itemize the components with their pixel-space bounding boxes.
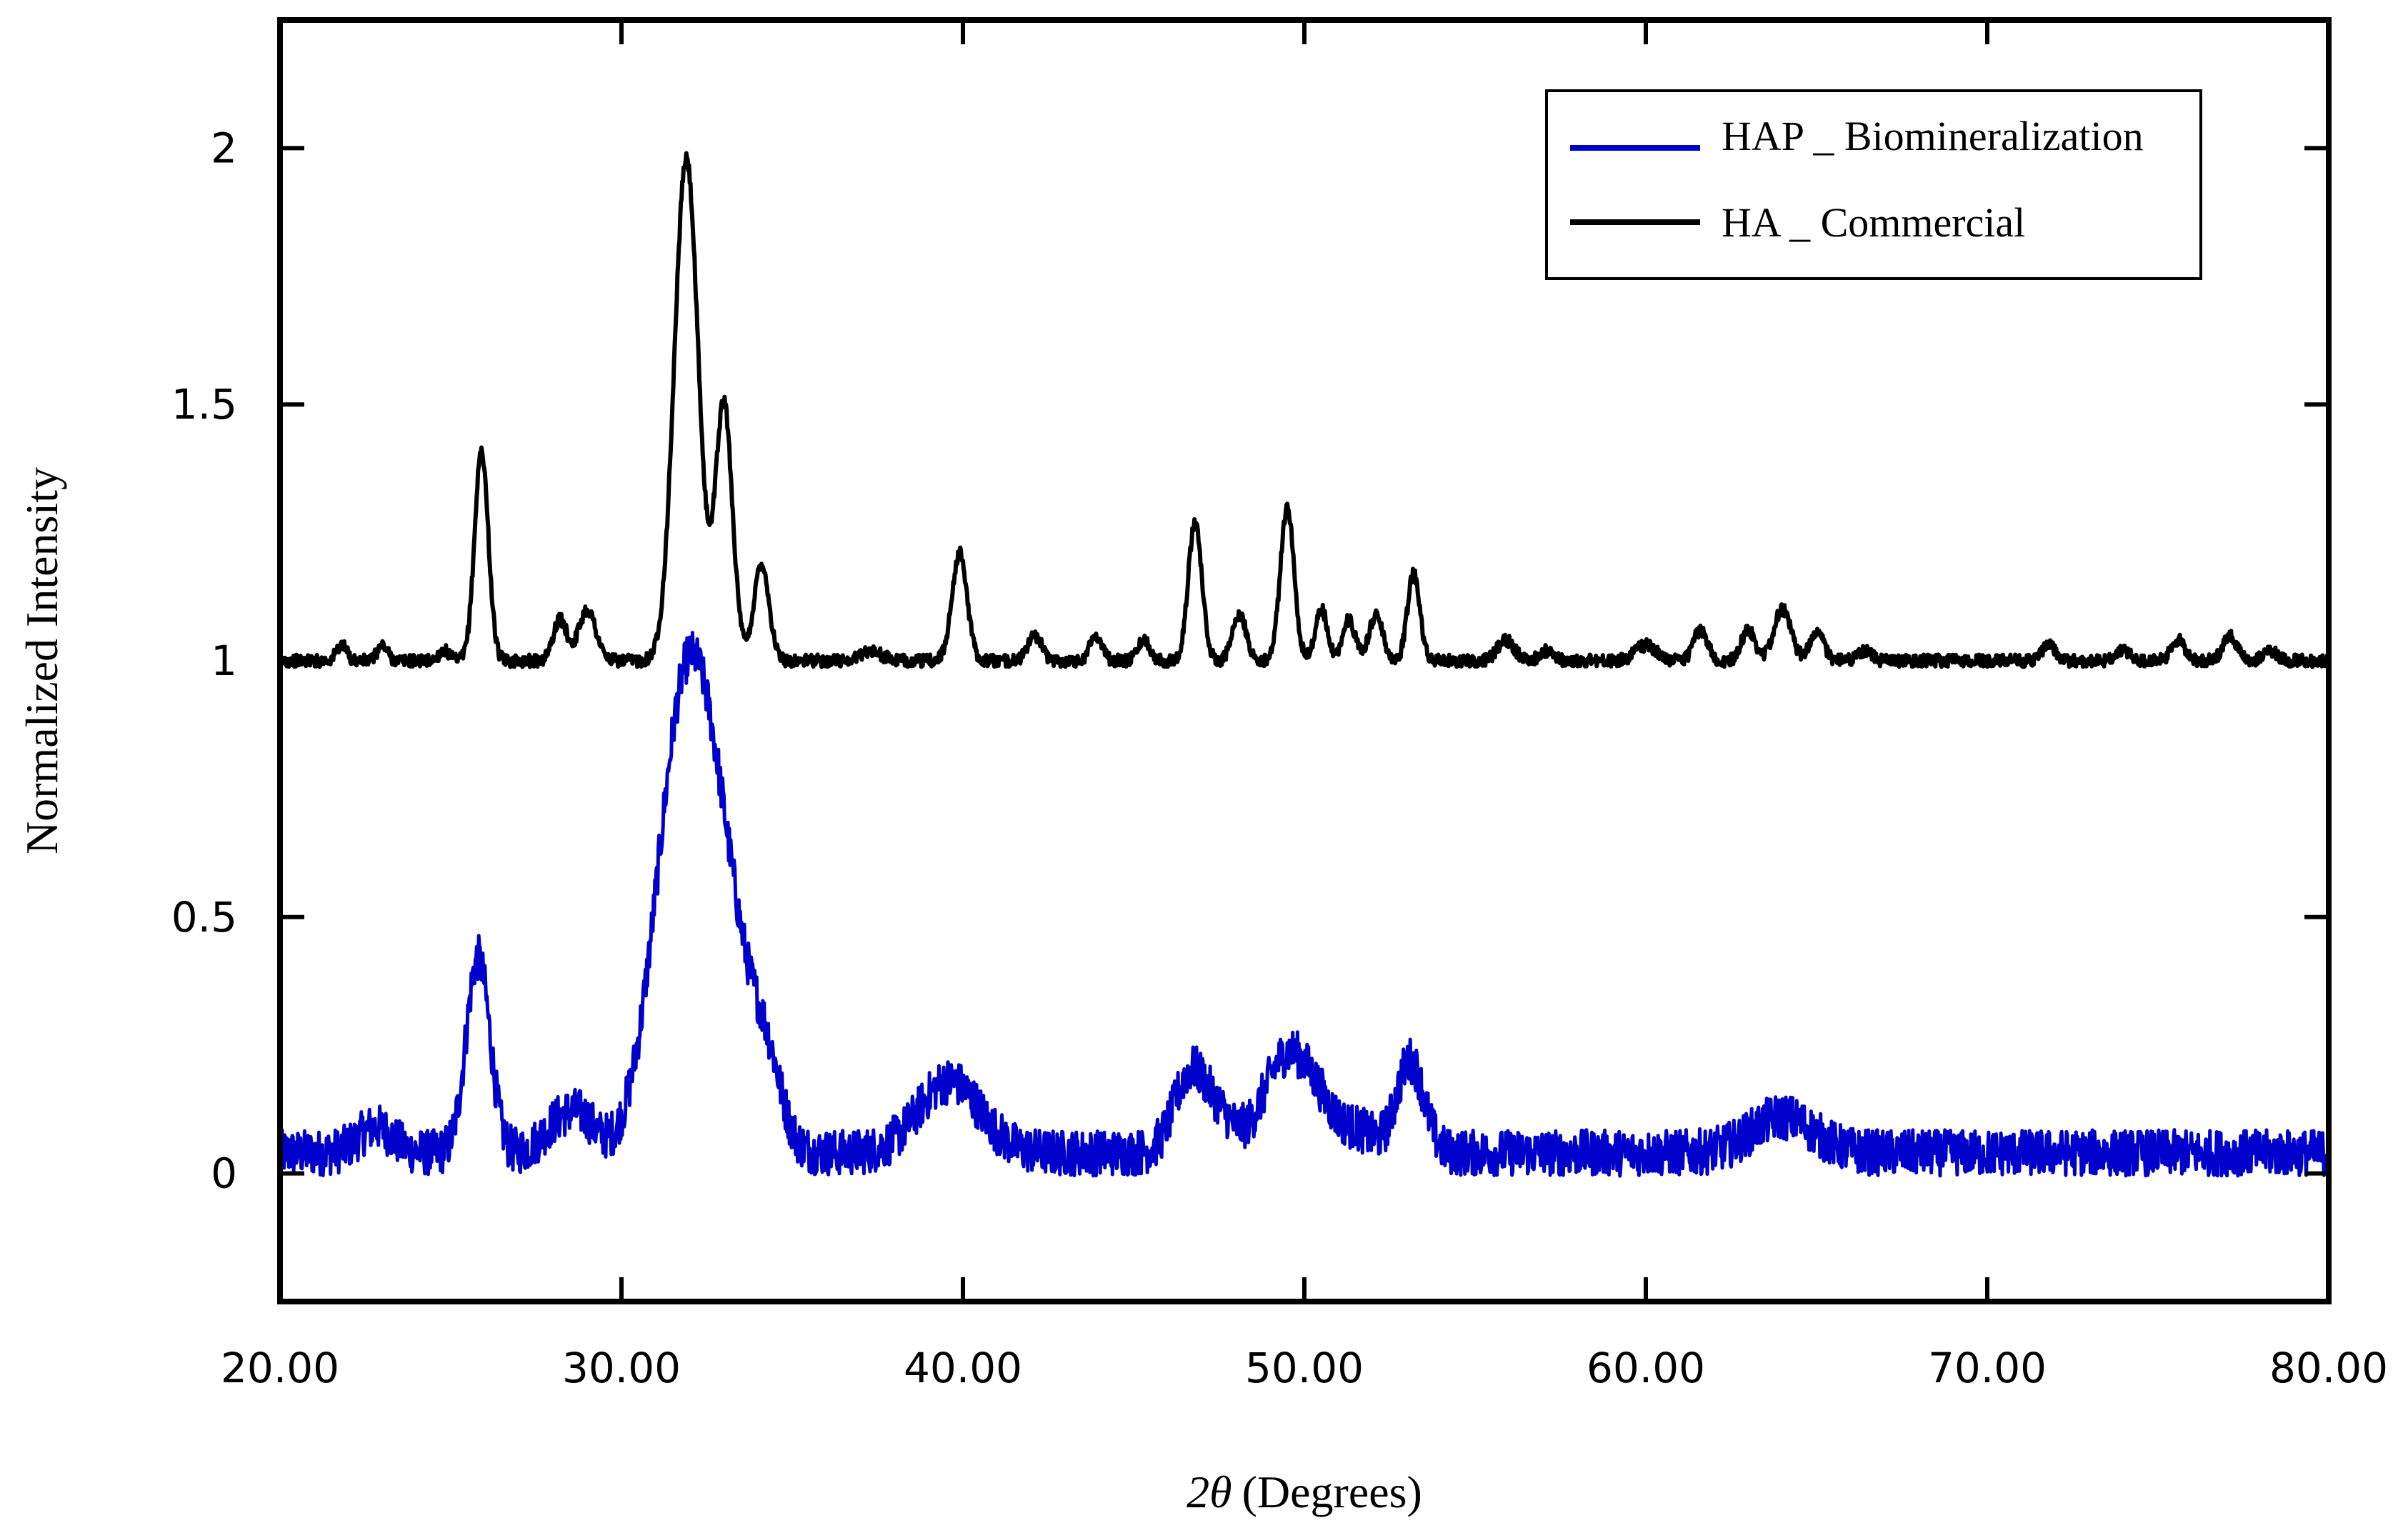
plot-frame: [277, 17, 2332, 1304]
series-line-hap-biomineralization: [280, 631, 2329, 1178]
series-line-ha-commercial: [280, 151, 2329, 669]
legend-label-hap: HAP _ Biomineralization: [1722, 113, 2144, 159]
x-tick-label: 20.00: [221, 1344, 339, 1392]
x-axis-symbol: 2θ: [1186, 1467, 1232, 1517]
x-tick-label: 40.00: [904, 1344, 1022, 1392]
y-tick-label: 0.5: [171, 893, 237, 942]
x-tick-label: 30.00: [562, 1344, 681, 1392]
y-axis-title: Normalized Intensity: [16, 467, 67, 854]
y-tick-label: 2: [211, 124, 237, 172]
x-axis-unit: (Degrees): [1242, 1467, 1422, 1517]
y-tick-label: 1.5: [171, 380, 237, 429]
y-tick-label: 0: [211, 1149, 237, 1198]
x-tick-label: 60.00: [1587, 1344, 1705, 1392]
ticks-layer: 20.00 30.00 40.00 50.00 60.00 70.00 80.00 0 0.5 1…: [171, 20, 2388, 1392]
x-tick-label: 70.00: [1928, 1344, 2047, 1392]
legend-label-ha: HA _ Commercial: [1722, 199, 2025, 246]
x-tick-label: 80.00: [2269, 1344, 2388, 1392]
legend: HAP _ Biomineralization HA _ Commercial: [1545, 89, 2202, 280]
x-axis-title: 2θ (Degrees): [1186, 1467, 1422, 1517]
legend-box: [1545, 89, 2202, 280]
y-tick-label: 1: [211, 636, 237, 685]
series-layer: [280, 151, 2329, 1178]
x-tick-label: 50.00: [1245, 1344, 1364, 1392]
